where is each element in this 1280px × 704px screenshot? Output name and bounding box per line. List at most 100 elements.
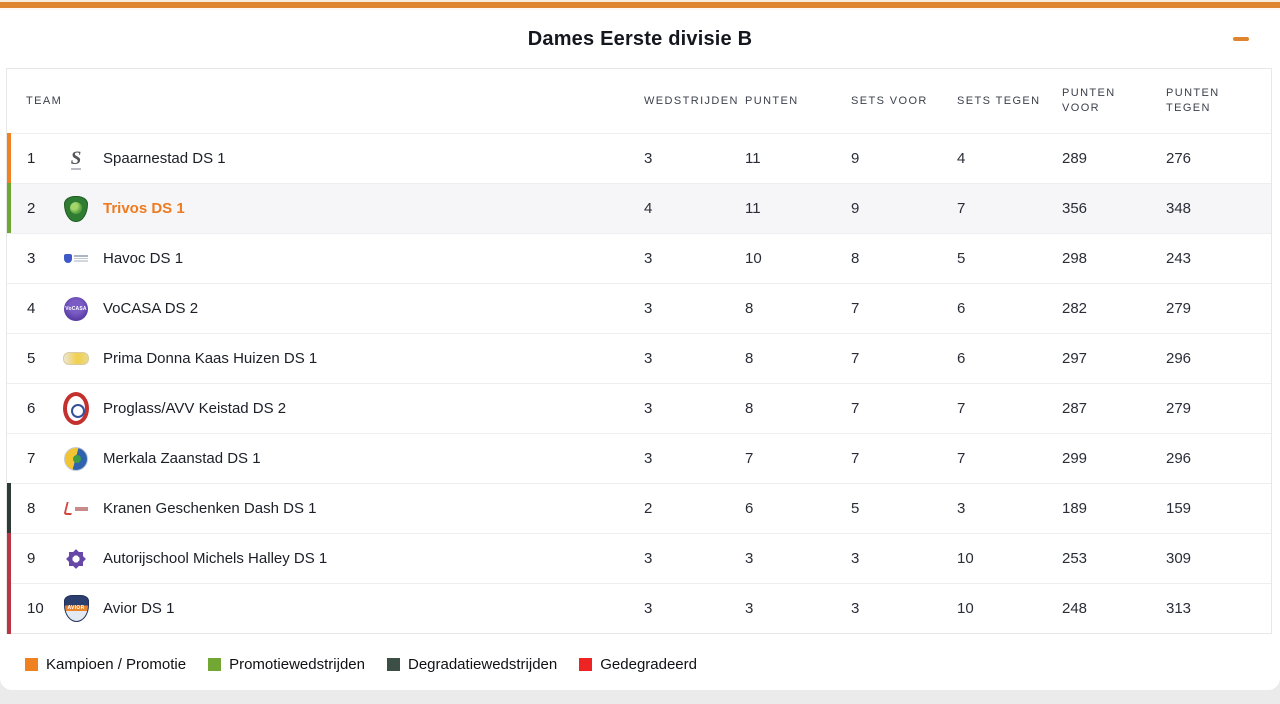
punten-voor-value: 298 (1062, 250, 1088, 267)
rank-indicator-degradatie (7, 483, 11, 534)
punten-voor-value: 253 (1062, 550, 1088, 567)
table-row: 1 S Spaarnestad DS 1 3 11 9 4 289 276 (7, 133, 1271, 184)
punten-value: 11 (745, 150, 761, 167)
sets-tegen-value: 6 (957, 300, 966, 317)
avior-logo (63, 596, 89, 622)
vocasa-logo (63, 296, 89, 322)
team-name[interactable]: Kranen Geschenken Dash DS 1 (103, 500, 317, 517)
column-header-sets-voor: Sets voor (851, 94, 928, 107)
team-name[interactable]: Havoc DS 1 (103, 250, 184, 267)
sets-voor-value: 7 (851, 450, 860, 467)
table-row: 3 Havoc DS 1 3 10 8 5 298 243 (7, 233, 1271, 283)
rank-number: 6 (27, 400, 36, 417)
kampioen-color-swatch (25, 658, 38, 671)
punten-voor-value: 289 (1062, 150, 1088, 167)
promotie-color-swatch (208, 658, 222, 671)
dash-logo (63, 496, 89, 522)
punten-tegen-value: 279 (1166, 400, 1192, 417)
punten-value: 8 (745, 300, 754, 317)
legend-label: Degradatiewedstrijden (407, 656, 558, 673)
legend: Kampioen / Promotie Promotiewedstrijden … (25, 656, 1280, 673)
punten-tegen-value: 348 (1166, 200, 1192, 217)
table-row: 6 Proglass/AVV Keistad DS 2 3 8 7 7 287 … (7, 383, 1271, 433)
rank-number: 1 (27, 150, 36, 167)
rank-number: 8 (27, 500, 36, 517)
rank-indicator-none (7, 233, 11, 284)
team-name[interactable]: Prima Donna Kaas Huizen DS 1 (103, 350, 318, 367)
table-row: 7 Merkala Zaanstad DS 1 3 7 7 7 299 296 (7, 433, 1271, 483)
punten-value: 3 (745, 600, 754, 617)
wedstrijden-value: 3 (644, 350, 653, 367)
punten-voor-value: 356 (1062, 200, 1088, 217)
punten-tegen-value: 296 (1166, 350, 1192, 367)
sets-voor-value: 8 (851, 250, 860, 267)
wedstrijden-value: 3 (644, 400, 653, 417)
rank-number: 10 (27, 600, 44, 617)
team-name[interactable]: VoCASA DS 2 (103, 300, 199, 317)
degradatie-color-swatch (386, 658, 400, 671)
havoc-logo (63, 246, 89, 272)
punten-value: 8 (745, 350, 754, 367)
punten-tegen-value: 159 (1166, 500, 1192, 517)
punten-voor-value: 189 (1062, 500, 1088, 517)
team-name[interactable]: Proglass/AVV Keistad DS 2 (103, 400, 287, 417)
punten-tegen-value: 243 (1166, 250, 1192, 267)
trivos-logo (63, 196, 89, 222)
rank-indicator-promotie (7, 183, 11, 234)
sets-tegen-value: 3 (957, 500, 966, 517)
legend-item-gedegradeerd: Gedegradeerd (579, 656, 697, 673)
sets-voor-value: 7 (851, 400, 860, 417)
punten-voor-value: 299 (1062, 450, 1088, 467)
punten-voor-value: 297 (1062, 350, 1088, 367)
minus-icon (1233, 37, 1249, 41)
wedstrijden-value: 4 (644, 200, 653, 217)
team-name[interactable]: Avior DS 1 (103, 600, 175, 617)
punten-voor-value: 248 (1062, 600, 1088, 617)
legend-item-kampioen: Kampioen / Promotie (25, 656, 186, 673)
standings-table: Team Wedstrijden Punten Sets voor Sets t… (6, 68, 1272, 634)
punten-value: 10 (745, 250, 762, 267)
team-name[interactable]: Merkala Zaanstad DS 1 (103, 450, 261, 467)
legend-label: Gedegradeerd (600, 656, 697, 673)
spaarnestad-logo: S (63, 146, 89, 172)
table-row: 8 Kranen Geschenken Dash DS 1 2 6 5 3 18… (7, 483, 1271, 534)
zaanstad-logo (63, 446, 89, 472)
team-name[interactable]: Spaarnestad DS 1 (103, 150, 226, 167)
wedstrijden-value: 2 (644, 500, 653, 517)
sets-tegen-value: 7 (957, 450, 966, 467)
sets-tegen-value: 4 (957, 150, 966, 167)
halley-logo (63, 546, 89, 572)
wedstrijden-value: 3 (644, 450, 653, 467)
sets-voor-value: 9 (851, 200, 860, 217)
table-row: 5 Prima Donna Kaas Huizen DS 1 3 8 7 6 2… (7, 333, 1271, 383)
sets-voor-value: 5 (851, 500, 860, 517)
column-header-punten-voor: Punten voor (1062, 87, 1116, 114)
rank-number: 2 (27, 200, 36, 217)
sets-tegen-value: 6 (957, 350, 966, 367)
collapse-button[interactable] (1228, 26, 1254, 52)
sets-tegen-value: 10 (957, 550, 974, 567)
sets-voor-value: 7 (851, 350, 860, 367)
rank-number: 9 (27, 550, 36, 567)
column-header-wedstrijden: Wedstrijden (644, 94, 739, 107)
table-header-row: Team Wedstrijden Punten Sets voor Sets t… (7, 69, 1271, 133)
sets-voor-value: 9 (851, 150, 860, 167)
rank-indicator-none (7, 283, 11, 334)
punten-voor-value: 287 (1062, 400, 1088, 417)
rank-indicator-none (7, 433, 11, 484)
rank-number: 5 (27, 350, 36, 367)
punten-voor-value: 282 (1062, 300, 1088, 317)
rank-indicator-none (7, 333, 11, 384)
rank-indicator-gedegradeerd (7, 583, 11, 634)
column-header-punten: Punten (745, 94, 799, 107)
punten-value: 7 (745, 450, 754, 467)
rank-number: 3 (27, 250, 36, 267)
team-name[interactable]: Autorijschool Michels Halley DS 1 (103, 550, 328, 567)
punten-tegen-value: 296 (1166, 450, 1192, 467)
rank-indicator-gedegradeerd (7, 533, 11, 584)
legend-item-promotiewedstrijden: Promotiewedstrijden (208, 656, 365, 673)
sets-voor-value: 3 (851, 600, 860, 617)
punten-value: 11 (745, 200, 761, 217)
punten-tegen-value: 276 (1166, 150, 1192, 167)
team-name[interactable]: Trivos DS 1 (103, 200, 185, 217)
